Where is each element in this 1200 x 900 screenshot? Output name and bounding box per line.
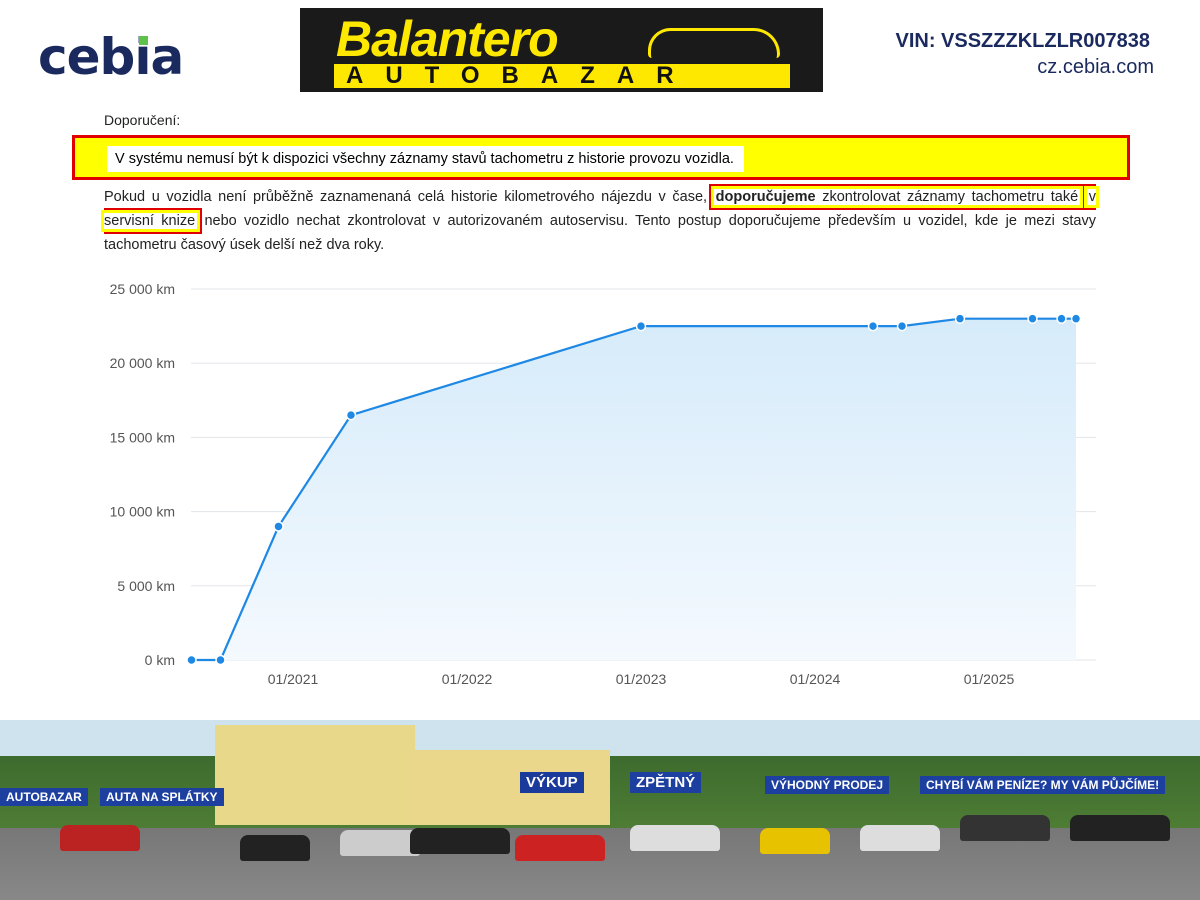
car [960, 815, 1050, 841]
cebia-logo: cebia [38, 28, 184, 86]
building [215, 725, 415, 825]
data-point [867, 320, 879, 332]
car [410, 828, 510, 854]
car [630, 825, 720, 851]
warning-box: V systému nemusí být k dispozici všechny… [72, 135, 1130, 180]
data-point [1070, 313, 1082, 324]
para-text: nebo vozidlo nechat zkontrolovat v autor… [104, 213, 1096, 253]
data-point [273, 521, 284, 532]
vin-label: VIN: VSSZZZKLZLR007838 [895, 30, 1150, 52]
highlight-recommend: doporučujeme zkontrolovat záznamy tachom… [710, 186, 1084, 208]
banner: ZPĚTNÝ [630, 772, 702, 793]
balantero-autobazar-logo: Balantero AUTOBAZAR [300, 8, 823, 92]
data-point [954, 313, 966, 324]
car [760, 828, 830, 854]
odometer-chart: 0 km 5 000 km 10 000 km 15 000 km 20 000 km 2… [110, 281, 1096, 687]
data-point [186, 654, 197, 666]
car [60, 825, 140, 851]
x-tick-label: 01/2021 [268, 671, 319, 687]
y-tick-label: 25 000 km [110, 281, 175, 297]
x-tick-label: 01/2024 [790, 671, 841, 687]
area-fill [191, 318, 1076, 660]
data-point [1027, 313, 1038, 324]
recommendation-heading: Doporučení: [104, 112, 181, 128]
x-tick-label: 01/2025 [964, 671, 1015, 687]
data-point [896, 320, 908, 332]
car [340, 830, 420, 856]
banner: AUTA NA SPLÁTKY [100, 788, 224, 806]
banner: VÝHODNÝ PRODEJ [765, 776, 890, 794]
car [1070, 815, 1170, 841]
data-point [345, 409, 357, 421]
data-point [215, 654, 226, 666]
banner: VÝKUP [520, 772, 584, 793]
recommendation-paragraph: Pokud u vozidla není průběžně zaznamenan… [100, 185, 1100, 257]
data-point [1056, 313, 1067, 324]
dealership-photo: AUTOBAZAR AUTA NA SPLÁTKY VÝKUP ZPĚTNÝ V… [0, 720, 1200, 900]
dealer-logo-name: Balantero [336, 11, 559, 67]
car [240, 835, 310, 861]
x-tick-label: 01/2023 [616, 671, 667, 687]
para-text: zkontrolovat záznamy tachometru také [822, 189, 1079, 205]
car [515, 835, 605, 861]
y-tick-label: 0 km [145, 652, 175, 668]
car-icon [648, 28, 780, 58]
banner: CHYBÍ VÁM PENÍZE? MY VÁM PŮJČÍME! [920, 776, 1166, 794]
warning-text: V systému nemusí být k dispozici všechny… [107, 146, 744, 172]
para-bold: doporučujeme [715, 189, 816, 205]
y-tick-label: 20 000 km [110, 355, 175, 371]
dealer-logo-subtitle: AUTOBAZAR [334, 64, 790, 88]
y-tick-label: 15 000 km [110, 429, 175, 445]
x-tick-label: 01/2022 [442, 671, 493, 687]
data-point [635, 320, 647, 332]
banner: AUTOBAZAR [0, 788, 88, 806]
car [860, 825, 940, 851]
website-link[interactable]: cz.cebia.com [1037, 56, 1154, 78]
y-tick-label: 10 000 km [110, 504, 175, 520]
y-tick-label: 5 000 km [117, 578, 175, 594]
para-text: Pokud u vozidla není průběžně zaznamenan… [104, 189, 708, 205]
